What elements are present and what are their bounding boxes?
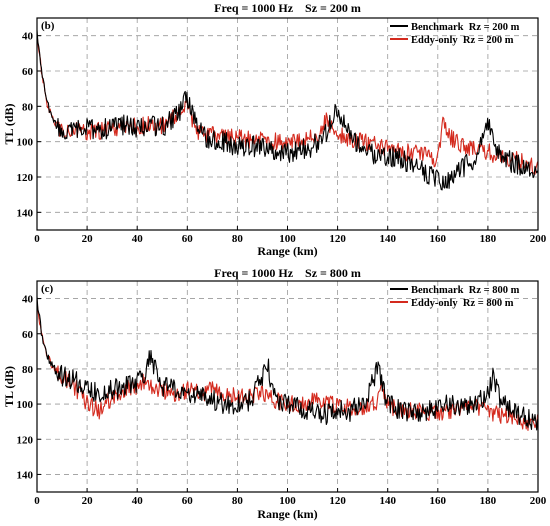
chart-title: Freq = 1000 Hz Sz = 200 m xyxy=(214,1,361,15)
y-tick-label: 60 xyxy=(22,66,34,78)
y-tick-label: 60 xyxy=(22,329,34,341)
chart-title: Freq = 1000 Hz Sz = 800 m xyxy=(214,266,361,280)
y-tick-label: 140 xyxy=(17,207,34,219)
x-tick-label: 140 xyxy=(379,233,396,245)
x-axis-label: Range (km) xyxy=(257,507,317,521)
panel-label: (b) xyxy=(41,20,55,32)
y-tick-label: 140 xyxy=(17,469,34,481)
y-tick-label: 80 xyxy=(22,101,34,113)
x-tick-label: 200 xyxy=(530,233,547,245)
panel-label: (c) xyxy=(41,283,54,295)
series-line-benchmark xyxy=(36,296,539,431)
x-tick-label: 100 xyxy=(279,495,296,507)
x-axis-label: Range (km) xyxy=(257,244,317,258)
legend: Benchmark Rz = 800 m Eddy-only Rz = 800 m xyxy=(390,285,520,309)
chart-panel-c: 0 20 40 60 80 100 120 140 160 180 200 40 60 80 100 120 1… xyxy=(2,266,547,521)
legend-label-eddy-only: Eddy-only Rz = 200 m xyxy=(411,35,514,46)
legend-label-benchmark: Benchmark Rz = 200 m xyxy=(411,22,520,33)
legend: Benchmark Rz = 200 m Eddy-only Rz = 200 m xyxy=(390,22,520,46)
x-tick-label: 120 xyxy=(329,233,346,245)
x-tick-label: 160 xyxy=(430,233,447,245)
y-tick-label: 100 xyxy=(17,137,34,149)
x-tick-label: 20 xyxy=(82,495,94,507)
y-tick-label: 120 xyxy=(17,434,34,446)
x-tick-label: 40 xyxy=(132,233,144,245)
x-tick-label: 0 xyxy=(34,233,40,245)
y-axis-label: TL (dB) xyxy=(2,103,16,144)
x-tick-label: 80 xyxy=(232,495,244,507)
x-tick-label: 80 xyxy=(232,233,244,245)
legend-label-eddy-only: Eddy-only Rz = 800 m xyxy=(411,298,514,309)
legend-label-benchmark: Benchmark Rz = 800 m xyxy=(411,285,520,296)
y-axis-label: TL (dB) xyxy=(2,366,16,407)
x-tick-label: 120 xyxy=(329,495,346,507)
x-tick-label: 180 xyxy=(480,495,497,507)
chart-panel-b: 0 20 40 60 80 100 120 140 160 180 200 40 60 80 100 120 1… xyxy=(2,1,547,258)
x-tick-label: 200 xyxy=(530,495,547,507)
x-tick-label: 180 xyxy=(480,233,497,245)
y-tick-label: 120 xyxy=(17,172,34,184)
x-tick-label: 40 xyxy=(132,495,144,507)
x-tick-label: 140 xyxy=(379,495,396,507)
x-tick-label: 100 xyxy=(279,233,296,245)
x-tick-label: 60 xyxy=(182,233,194,245)
y-tick-label: 100 xyxy=(17,399,34,411)
y-tick-label: 40 xyxy=(22,294,34,306)
x-tick-label: 160 xyxy=(430,495,447,507)
x-tick-label: 20 xyxy=(82,233,94,245)
x-tick-label: 60 xyxy=(182,495,194,507)
x-tick-label: 0 xyxy=(34,495,40,507)
y-tick-label: 40 xyxy=(22,31,34,43)
y-tick-label: 80 xyxy=(22,364,34,376)
series-line-benchmark xyxy=(36,29,539,191)
